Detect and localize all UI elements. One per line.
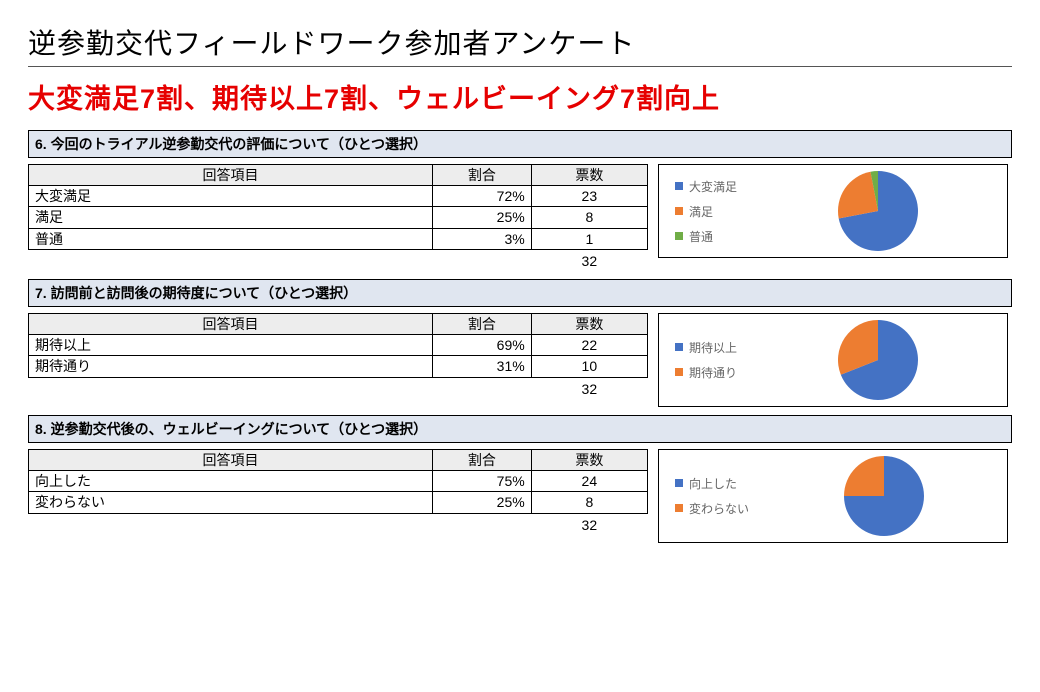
results-table: 回答項目 割合 票数 期待以上 69% 22 期待通り 31% 10 32 — [28, 313, 648, 399]
table-wrap: 回答項目 割合 票数 大変満足 72% 23 満足 25% 8 普通 3% 1 … — [28, 164, 648, 271]
legend-label: 期待通り — [689, 364, 737, 381]
answer-count: 1 — [531, 228, 647, 249]
legend-item: 向上した — [675, 475, 749, 492]
total-row: 32 — [29, 377, 648, 399]
chart-box: 期待以上 期待通り — [658, 313, 1008, 407]
answer-label: 満足 — [29, 207, 433, 228]
page-title: 逆参勤交代フィールドワーク参加者アンケート — [28, 22, 1012, 67]
th-label: 回答項目 — [29, 313, 433, 334]
legend-swatch — [675, 182, 683, 190]
total-row: 32 — [29, 249, 648, 271]
legend-item: 期待通り — [675, 364, 737, 381]
legend-item: 満足 — [675, 203, 737, 220]
total-row: 32 — [29, 513, 648, 535]
legend-label: 満足 — [689, 203, 713, 220]
table-wrap: 回答項目 割合 票数 期待以上 69% 22 期待通り 31% 10 32 — [28, 313, 648, 399]
survey-section: 7. 訪問前と訪問後の期待度について（ひとつ選択） 回答項目 割合 票数 期待以… — [28, 279, 1012, 407]
table-row: 大変満足 72% 23 — [29, 186, 648, 207]
answer-label: 変わらない — [29, 492, 433, 513]
answer-pct: 31% — [433, 356, 532, 377]
legend-item: 大変満足 — [675, 178, 737, 195]
table-wrap: 回答項目 割合 票数 向上した 75% 24 変わらない 25% 8 32 — [28, 449, 648, 535]
table-row: 向上した 75% 24 — [29, 471, 648, 492]
table-header-row: 回答項目 割合 票数 — [29, 313, 648, 334]
answer-pct: 3% — [433, 228, 532, 249]
legend-swatch — [675, 504, 683, 512]
legend-label: 変わらない — [689, 500, 749, 517]
pie-wrap — [757, 318, 999, 402]
legend-swatch — [675, 479, 683, 487]
legend-swatch — [675, 207, 683, 215]
legend-item: 普通 — [675, 228, 737, 245]
legend: 大変満足 満足 普通 — [675, 178, 737, 245]
answer-count: 24 — [531, 471, 647, 492]
legend-label: 大変満足 — [689, 178, 737, 195]
chart-box: 大変満足 満足 普通 — [658, 164, 1008, 258]
section-title: 8. 逆参勤交代後の、ウェルビーイングについて（ひとつ選択） — [28, 415, 1012, 443]
table-row: 変わらない 25% 8 — [29, 492, 648, 513]
pie-chart — [836, 169, 920, 253]
answer-label: 向上した — [29, 471, 433, 492]
answer-count: 23 — [531, 186, 647, 207]
pie-chart — [842, 454, 926, 538]
table-row: 満足 25% 8 — [29, 207, 648, 228]
answer-count: 22 — [531, 335, 647, 356]
table-header-row: 回答項目 割合 票数 — [29, 165, 648, 186]
legend-label: 向上した — [689, 475, 737, 492]
table-row: 普通 3% 1 — [29, 228, 648, 249]
legend-item: 期待以上 — [675, 339, 737, 356]
pie-wrap — [769, 454, 999, 538]
legend-swatch — [675, 232, 683, 240]
answer-count: 10 — [531, 356, 647, 377]
answer-label: 期待通り — [29, 356, 433, 377]
answer-count: 8 — [531, 207, 647, 228]
answer-pct: 75% — [433, 471, 532, 492]
th-count: 票数 — [531, 313, 647, 334]
total-count: 32 — [531, 249, 647, 271]
answer-label: 普通 — [29, 228, 433, 249]
answer-label: 期待以上 — [29, 335, 433, 356]
th-count: 票数 — [531, 165, 647, 186]
answer-pct: 69% — [433, 335, 532, 356]
table-header-row: 回答項目 割合 票数 — [29, 449, 648, 470]
answer-pct: 25% — [433, 207, 532, 228]
legend-swatch — [675, 368, 683, 376]
answer-count: 8 — [531, 492, 647, 513]
pie-chart — [836, 318, 920, 402]
chart-box: 向上した 変わらない — [658, 449, 1008, 543]
answer-label: 大変満足 — [29, 186, 433, 207]
th-count: 票数 — [531, 449, 647, 470]
th-pct: 割合 — [433, 165, 532, 186]
total-count: 32 — [531, 377, 647, 399]
answer-pct: 72% — [433, 186, 532, 207]
legend-label: 期待以上 — [689, 339, 737, 356]
results-table: 回答項目 割合 票数 向上した 75% 24 変わらない 25% 8 32 — [28, 449, 648, 535]
legend-item: 変わらない — [675, 500, 749, 517]
legend-label: 普通 — [689, 228, 713, 245]
survey-page: 逆参勤交代フィールドワーク参加者アンケート 大変満足7割、期待以上7割、ウェルビ… — [0, 0, 1040, 692]
th-label: 回答項目 — [29, 449, 433, 470]
results-table: 回答項目 割合 票数 大変満足 72% 23 満足 25% 8 普通 3% 1 … — [28, 164, 648, 271]
answer-pct: 25% — [433, 492, 532, 513]
th-label: 回答項目 — [29, 165, 433, 186]
th-pct: 割合 — [433, 313, 532, 334]
pie-wrap — [757, 169, 999, 253]
table-row: 期待以上 69% 22 — [29, 335, 648, 356]
th-pct: 割合 — [433, 449, 532, 470]
legend: 向上した 変わらない — [675, 475, 749, 517]
survey-section: 6. 今回のトライアル逆参勤交代の評価について（ひとつ選択） 回答項目 割合 票… — [28, 130, 1012, 271]
legend-swatch — [675, 343, 683, 351]
table-row: 期待通り 31% 10 — [29, 356, 648, 377]
total-count: 32 — [531, 513, 647, 535]
legend: 期待以上 期待通り — [675, 339, 737, 381]
section-title: 7. 訪問前と訪問後の期待度について（ひとつ選択） — [28, 279, 1012, 307]
survey-section: 8. 逆参勤交代後の、ウェルビーイングについて（ひとつ選択） 回答項目 割合 票… — [28, 415, 1012, 543]
headline: 大変満足7割、期待以上7割、ウェルビーイング7割向上 — [28, 77, 1012, 116]
section-title: 6. 今回のトライアル逆参勤交代の評価について（ひとつ選択） — [28, 130, 1012, 158]
